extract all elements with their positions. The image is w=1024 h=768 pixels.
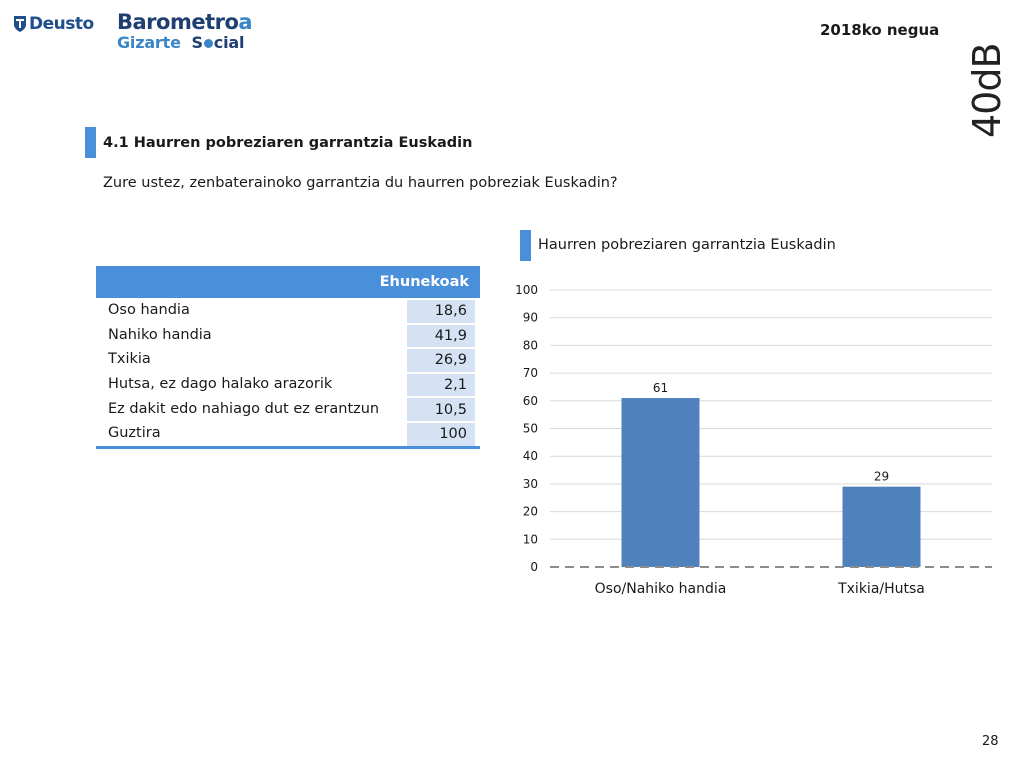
y-tick-label: 90 <box>523 311 538 325</box>
bar <box>621 398 700 567</box>
table-row: Txikia 26,9 <box>96 347 480 372</box>
y-tick-label: 10 <box>523 532 538 546</box>
shield-icon <box>14 16 26 32</box>
data-label: 61 <box>653 381 668 395</box>
page-number: 28 <box>982 734 999 749</box>
y-tick-label: 0 <box>530 560 538 574</box>
chart-title: Haurren pobreziaren garrantzia Euskadin <box>538 237 836 253</box>
section-title: 4.1 Haurren pobreziaren garrantzia Euska… <box>103 135 473 151</box>
bar-chart: 0 10 20 30 40 50 60 70 80 90 100 61 Oso/Nahiko handi… <box>515 283 992 597</box>
barometro-sub-2b: cial <box>213 33 245 52</box>
y-tick-label: 60 <box>523 394 538 408</box>
table-body: Oso handia 18,6 Nahiko handia 41,9 Txikia 26,… <box>96 298 480 446</box>
table-row-label: Nahiko handia <box>108 326 212 343</box>
data-label: 29 <box>874 470 889 484</box>
table-row: Ez dakit edo nahiago dut ez erantzun 10,5 <box>96 396 480 421</box>
table-row: Nahiko handia 41,9 <box>96 323 480 348</box>
y-tick-label: 40 <box>523 449 538 463</box>
table-row-value: 100 <box>407 422 475 446</box>
barometro-title: Barometroa <box>117 10 253 34</box>
table-row-label: Oso handia <box>108 302 190 319</box>
deusto-logo-text: Deusto <box>29 14 94 34</box>
table-header: Ehunekoak <box>96 266 480 298</box>
barometro-o-icon <box>203 39 213 48</box>
y-tick-label: 70 <box>523 366 538 380</box>
y-tick-label: 30 <box>523 477 538 491</box>
table-row-label: Hutsa, ez dago halako arazorik <box>108 376 333 393</box>
barometro-title-main: Barometro <box>117 10 239 34</box>
table-row: Guztira 100 <box>96 421 480 446</box>
chart-title-marker <box>520 230 531 261</box>
table-row-value: 2,1 <box>407 373 475 397</box>
percentages-table: Ehunekoak Oso handia 18,6 Nahiko handia 41,… <box>96 266 480 449</box>
brand-40db-logo: 40dB. <box>968 40 1008 138</box>
barometro-title-accent: a <box>238 10 253 34</box>
x-tick-label: Txikia/Hutsa <box>837 581 925 597</box>
table-row-label: Guztira <box>108 425 161 442</box>
y-tick-label: 100 <box>515 283 538 297</box>
table-row-value: 10,5 <box>407 398 475 421</box>
question-text: Zure ustez, zenbaterainoko garrantzia du… <box>103 175 618 191</box>
table-row-value: 18,6 <box>407 300 475 323</box>
barometro-sub-2a: S <box>191 33 203 52</box>
table-row-label: Txikia <box>108 351 151 368</box>
table-row-label: Ez dakit edo nahiago dut ez erantzun <box>108 400 380 417</box>
table-row-value: 41,9 <box>407 324 475 348</box>
season-label: 2018ko negua <box>820 21 940 39</box>
table-row-value: 26,9 <box>407 349 475 372</box>
y-tick-label: 80 <box>523 338 538 352</box>
table-row: Oso handia 18,6 <box>96 298 480 323</box>
table-row: Hutsa, ez dago halako arazorik 2,1 <box>96 372 480 397</box>
y-tick-label: 20 <box>523 505 538 519</box>
bar <box>842 486 921 567</box>
section-title-marker <box>85 127 96 158</box>
deusto-logo: Deusto <box>14 14 94 34</box>
x-tick-label: Oso/Nahiko handia <box>595 581 727 597</box>
brand-40db-text: 40dB. <box>968 40 1008 138</box>
barometro-sub-1: Gizarte <box>117 33 181 52</box>
y-tick-label: 50 <box>523 422 538 436</box>
